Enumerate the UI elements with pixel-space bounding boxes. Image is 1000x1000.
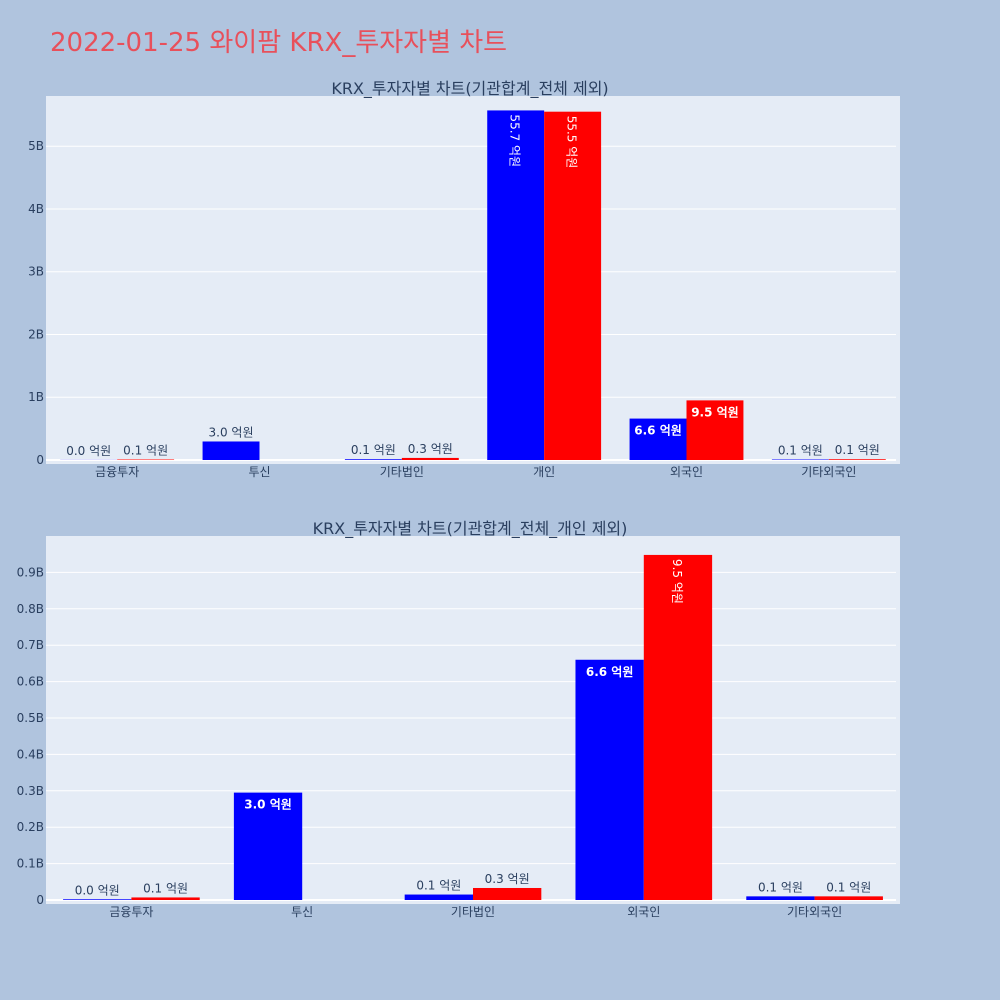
y-tick-label: 2B [28, 327, 44, 341]
chart-title: KRX_투자자별 차트(기관합계_전체_개인 제외) [313, 519, 628, 539]
y-tick-label: 5B [28, 139, 44, 153]
y-tick-label: 0 [36, 893, 44, 907]
data-label: 0.1 억원 [778, 443, 823, 457]
x-tick-label: 기타외국인 [801, 465, 856, 479]
bar [202, 441, 260, 460]
x-tick-label: 투신 [248, 465, 270, 479]
data-label: 0.1 억원 [123, 443, 168, 457]
y-tick-label: 0.3B [17, 784, 44, 798]
x-tick-label: 기타법인 [380, 465, 424, 479]
data-label: 3.0 억원 [209, 425, 254, 439]
data-label: 0.1 억원 [826, 880, 871, 894]
x-tick-label: 개인 [533, 465, 555, 479]
bar [814, 896, 883, 900]
data-label: 0.1 억원 [416, 879, 461, 893]
bar [344, 459, 402, 460]
data-label: 0.1 억원 [758, 880, 803, 894]
y-tick-label: 3B [28, 265, 44, 279]
data-label: 0.0 억원 [75, 883, 120, 897]
bar [771, 459, 829, 460]
data-label: 0.1 억원 [143, 881, 188, 895]
y-tick-label: 0.6B [17, 675, 44, 689]
data-label: 0.3 억원 [485, 872, 530, 886]
y-tick-label: 4B [28, 202, 44, 216]
x-tick-label: 금융투자 [95, 465, 139, 479]
bar [401, 457, 459, 460]
data-label: 3.0 억원 [244, 798, 292, 812]
bar [575, 659, 644, 900]
data-label: 0.3 억원 [408, 442, 453, 456]
x-tick-label: 외국인 [627, 905, 660, 919]
bar [117, 459, 175, 460]
data-label: 0.1 억원 [351, 443, 396, 457]
bar [131, 897, 200, 900]
data-label: 6.6 억원 [634, 424, 682, 438]
x-tick-label: 투신 [291, 905, 313, 919]
bar [746, 896, 815, 900]
bar [487, 110, 545, 461]
y-tick-label: 0.7B [17, 638, 44, 652]
data-label: 6.6 억원 [586, 665, 634, 679]
plot-background [46, 536, 900, 904]
bar [629, 418, 687, 460]
x-tick-label: 외국인 [670, 465, 703, 479]
y-tick-label: 1B [28, 390, 44, 404]
plot-background [46, 96, 900, 464]
data-label: 55.5 억원 [565, 116, 579, 169]
y-tick-label: 0.1B [17, 857, 44, 871]
y-tick-label: 0.9B [17, 565, 44, 579]
bar [473, 887, 542, 900]
data-label: 9.5 억원 [670, 559, 684, 604]
y-tick-label: 0.5B [17, 711, 44, 725]
data-label: 0.1 억원 [835, 443, 880, 457]
y-tick-label: 0 [36, 453, 44, 467]
x-tick-label: 기타외국인 [787, 905, 842, 919]
bar [63, 899, 132, 900]
x-tick-label: 금융투자 [109, 905, 153, 919]
y-tick-label: 0.8B [17, 602, 44, 616]
chart-title: KRX_투자자별 차트(기관합계_전체 제외) [331, 79, 608, 99]
bar [828, 459, 886, 460]
y-tick-label: 0.2B [17, 820, 44, 834]
data-label: 9.5 억원 [691, 405, 739, 419]
data-label: 0.0 억원 [66, 444, 111, 458]
bar [404, 894, 473, 900]
bar [233, 792, 303, 900]
x-tick-label: 기타법인 [451, 905, 495, 919]
data-label: 55.7 억원 [508, 114, 522, 167]
bar [544, 111, 602, 461]
bar [686, 400, 744, 460]
page-title: 2022-01-25 와이팜 KRX_투자자별 차트 [50, 28, 508, 58]
y-tick-label: 0.4B [17, 747, 44, 761]
bar [643, 554, 713, 900]
